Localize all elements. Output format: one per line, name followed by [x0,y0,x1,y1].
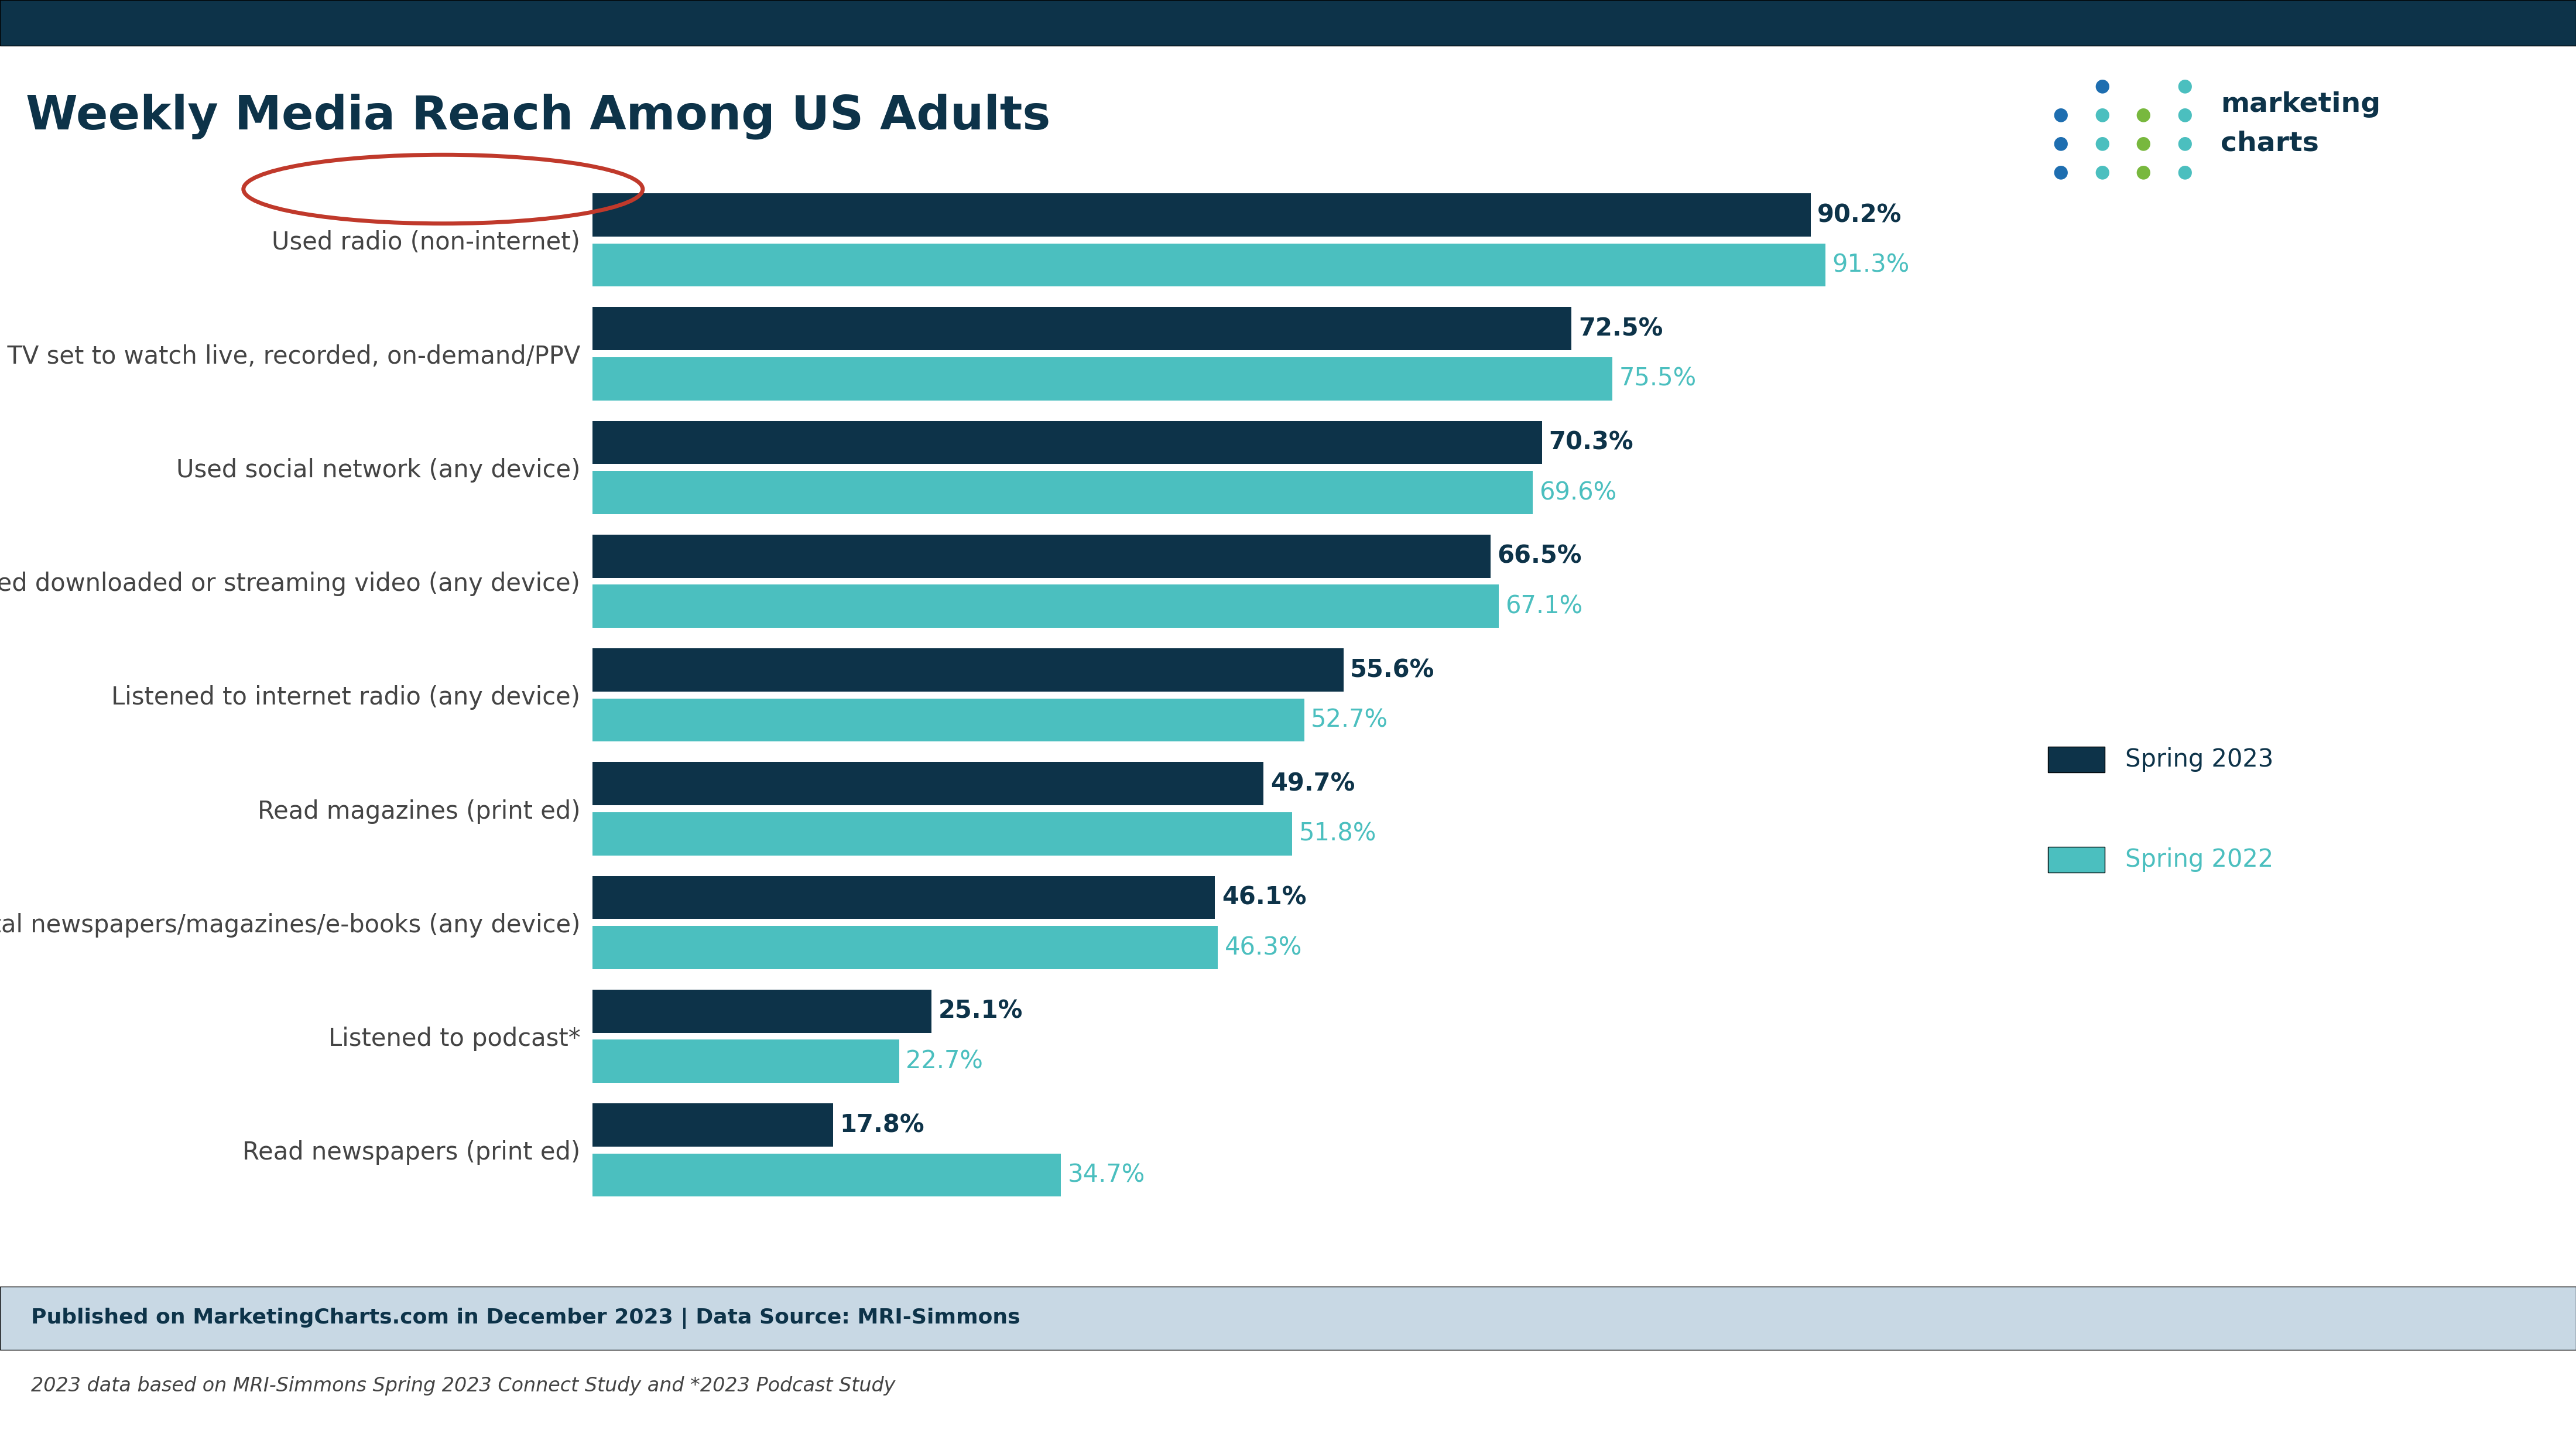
Text: 69.6%: 69.6% [1540,480,1618,504]
Text: ●: ● [2177,106,2192,123]
Text: ●: ● [2177,163,2192,181]
Bar [592,193,1811,236]
Bar [592,585,1499,628]
Bar [592,876,1216,919]
Text: 2023 data based on MRI-Simmons Spring 2023 Connect Study and *2023 Podcast Study: 2023 data based on MRI-Simmons Spring 20… [31,1376,896,1396]
Text: 91.3%: 91.3% [1832,252,1909,278]
Text: Weekly Media Reach Among US Adults: Weekly Media Reach Among US Adults [26,93,1051,139]
Bar [592,762,1265,805]
Text: 22.7%: 22.7% [907,1049,984,1073]
Text: Published on MarketingCharts.com in December 2023 | Data Source: MRI-Simmons: Published on MarketingCharts.com in Dece… [31,1308,1020,1328]
Bar [592,1040,899,1083]
Bar [592,535,1492,577]
Text: 49.7%: 49.7% [1270,771,1355,795]
Text: marketing: marketing [2221,92,2380,118]
Text: 72.5%: 72.5% [1579,317,1664,341]
Text: 46.3%: 46.3% [1224,936,1301,960]
Bar [592,1103,832,1146]
Text: charts: charts [2221,130,2318,156]
Text: 66.5%: 66.5% [1497,545,1582,569]
Bar [592,698,1303,742]
Text: ●: ● [2094,163,2110,181]
Text: ●: ● [2177,135,2192,152]
Text: ●: ● [2136,135,2151,152]
Bar [592,307,1571,350]
Bar [592,357,1613,400]
Bar [592,813,1293,856]
Text: 67.1%: 67.1% [1504,595,1582,619]
Bar [592,421,1543,464]
Bar [592,990,933,1033]
Text: 34.7%: 34.7% [1069,1162,1146,1188]
Text: 75.5%: 75.5% [1618,367,1695,391]
Text: 46.1%: 46.1% [1221,886,1306,910]
Text: 17.8%: 17.8% [840,1112,925,1138]
Bar [592,648,1342,692]
Text: 25.1%: 25.1% [938,999,1023,1023]
Text: 52.7%: 52.7% [1311,708,1388,732]
Text: ●: ● [2177,77,2192,95]
Text: ●: ● [2136,163,2151,181]
Text: ●: ● [2053,135,2069,152]
Bar [592,471,1533,514]
Text: ●: ● [2136,106,2151,123]
Text: 90.2%: 90.2% [1819,202,1901,228]
Text: Spring 2022: Spring 2022 [2125,847,2275,873]
Text: ●: ● [2053,106,2069,123]
Text: ●: ● [2094,77,2110,95]
Text: ●: ● [2053,163,2069,181]
Text: Spring 2023: Spring 2023 [2125,747,2275,772]
Bar [592,1154,1061,1197]
Text: 51.8%: 51.8% [1298,821,1376,845]
Text: 55.6%: 55.6% [1350,658,1435,682]
Text: ●: ● [2094,106,2110,123]
Text: 70.3%: 70.3% [1548,430,1633,454]
Bar [592,244,1826,287]
Bar [592,926,1218,969]
Text: ●: ● [2094,135,2110,152]
